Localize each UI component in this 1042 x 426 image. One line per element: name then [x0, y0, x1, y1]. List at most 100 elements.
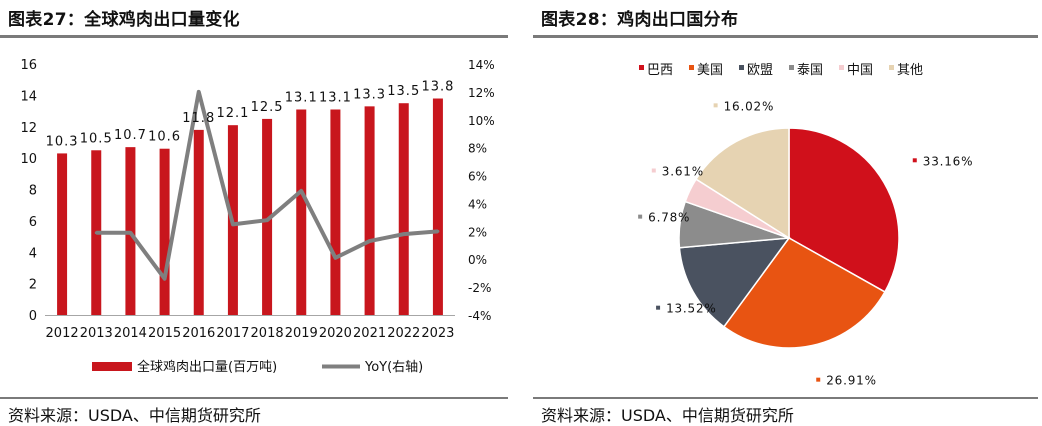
pie-data-label: 3.61%: [662, 165, 704, 179]
yoy-point: [436, 229, 440, 233]
bar-data-label: 12.5: [251, 100, 284, 115]
pie-data-label: 13.52%: [666, 302, 717, 316]
bar-data-label: 12.1: [216, 106, 249, 121]
yoy-point: [128, 231, 132, 235]
pie-label-marker: [912, 158, 917, 163]
bar-data-label: 13.1: [319, 90, 352, 105]
source-note: 资料来源：USDA、中信期货研究所: [8, 406, 261, 425]
right-axis-tick-label: 0%: [468, 253, 487, 267]
bar: [432, 98, 443, 315]
right-axis-tick-label: 14%: [468, 58, 495, 72]
bar-data-label: 10.3: [46, 134, 79, 149]
chart-title-exporter-share: 图表28：鸡肉出口国分布: [541, 10, 739, 30]
left-axis-tick-label: 10: [20, 152, 37, 167]
left-axis-tick-label: 16: [20, 58, 37, 73]
pie-slice: [678, 237, 791, 328]
right-axis-tick-label: 8%: [468, 142, 487, 156]
x-axis-tick-label: 2019: [285, 326, 318, 341]
legend-label-bar: 全球鸡肉出口量(百万吨): [137, 359, 277, 375]
pie-data-label: 6.78%: [648, 211, 690, 225]
bar: [330, 109, 341, 316]
pie-chart: 巴西 美国 欧盟 泰国 中国 其他 33.16% 26.91% 13.52% 6.78% 3.61%…: [638, 63, 974, 388]
yoy-point: [333, 256, 337, 260]
bar-data-label: 11.8: [182, 111, 215, 126]
yoy-point: [368, 239, 372, 243]
yoy-point: [163, 277, 167, 281]
right-axis-tick-label: 12%: [468, 86, 495, 100]
pie-data-label: 33.16%: [923, 154, 974, 168]
pie-data-label: 16.02%: [724, 99, 775, 113]
bar-data-label: 13.3: [353, 87, 386, 102]
right-axis-tick-label: 4%: [468, 197, 487, 211]
pie-label-marker: [651, 168, 656, 173]
legend-swatch-0: [639, 65, 644, 70]
legend-swatch-3: [789, 65, 794, 70]
x-axis-tick-label: 2015: [148, 326, 181, 341]
pie-data-label: 26.91%: [826, 374, 877, 388]
left-axis-tick-label: 2: [29, 278, 37, 293]
legend-label-line: YoY(右轴): [364, 360, 423, 375]
x-axis-tick-label: 2013: [80, 326, 113, 341]
legend-swatch-2: [739, 65, 744, 70]
bar: [262, 118, 273, 315]
left-axis-tick-label: 4: [29, 246, 37, 261]
bar-data-label: 10.5: [80, 131, 113, 146]
bar: [193, 129, 204, 315]
legend-label: 美国: [697, 63, 723, 78]
yoy-point: [231, 222, 235, 226]
pie-slice: [722, 237, 886, 349]
legend-swatch-1: [689, 65, 694, 70]
source-divider: [0, 397, 508, 399]
x-axis-tick-label: 2016: [182, 326, 215, 341]
legend-label: 欧盟: [747, 63, 773, 78]
left-axis-tick-label: 8: [29, 184, 37, 199]
right-axis-tick-label: -2%: [468, 281, 491, 295]
bar: [296, 109, 307, 316]
left-axis-tick-label: 12: [20, 121, 37, 136]
legend-swatch-4: [839, 65, 844, 70]
yoy-point: [299, 189, 303, 193]
chart-title-global-exports: 图表27：全球鸡肉出口量变化: [8, 10, 240, 30]
yoy-point: [265, 218, 269, 222]
legend-label: 泰国: [797, 63, 823, 78]
right-axis-tick-label: 6%: [468, 170, 487, 184]
pie-label-marker: [713, 103, 718, 108]
bar: [57, 153, 68, 315]
bar-data-label: 13.8: [421, 80, 454, 95]
bar-line-chart: 0 2 4 6 8 10 12 14 16 -4% -2% 0% 2% 4% 6% 8% 10% 12% 14% 10…: [20, 58, 495, 375]
left-axis-tick-label: 14: [20, 89, 37, 104]
x-axis-tick-label: 2022: [387, 326, 420, 341]
x-axis-tick-label: 2021: [353, 326, 386, 341]
pie-slice: [695, 127, 790, 240]
chart-panel-global-exports: 图表27：全球鸡肉出口量变化 0 2 4 6 8 10 12 14 16 -4% -2% 0% 2% 4%…: [0, 0, 508, 426]
title-divider: [0, 35, 508, 38]
right-axis-tick-label: 2%: [468, 225, 487, 239]
legend-swatch-5: [889, 65, 894, 70]
legend-swatch-bar: [92, 362, 132, 371]
legend-label: 其他: [897, 63, 923, 78]
yoy-point: [94, 231, 98, 235]
x-axis-tick-label: 2014: [114, 326, 147, 341]
bar: [159, 148, 170, 315]
legend-label: 巴西: [647, 63, 673, 78]
right-axis-tick-label: 10%: [468, 114, 495, 128]
chart-panel-exporter-share: 图表28：鸡肉出口国分布 巴西 美国 欧盟 泰国 中国 其他 33.16% 26.91% 13.…: [533, 0, 1038, 426]
left-axis-tick-label: 6: [29, 215, 37, 230]
bar: [364, 106, 375, 315]
yoy-point: [197, 90, 201, 94]
source-divider: [533, 397, 1038, 399]
bar-data-label: 10.7: [114, 128, 147, 143]
left-axis-tick-label: 0: [29, 309, 37, 324]
title-divider: [533, 35, 1038, 38]
x-axis-tick-label: 2018: [251, 326, 284, 341]
pie-label-marker: [816, 377, 821, 382]
bar-data-label: 10.6: [148, 130, 181, 145]
yoy-point: [402, 232, 406, 236]
x-axis-tick-label: 2020: [319, 326, 352, 341]
pie-label-marker: [656, 305, 661, 310]
bar-data-label: 13.5: [387, 84, 420, 99]
pie-slice: [788, 127, 900, 293]
x-axis-tick-label: 2017: [216, 326, 249, 341]
bar-data-label: 13.1: [285, 90, 318, 105]
x-axis-tick-label: 2023: [421, 326, 454, 341]
